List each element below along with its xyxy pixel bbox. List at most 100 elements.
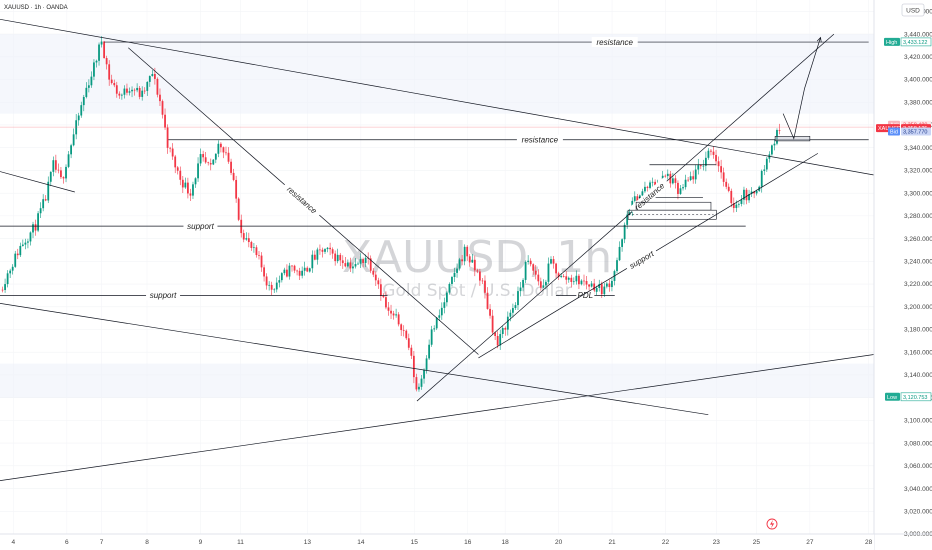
- candle-body: [583, 280, 585, 282]
- candle-body: [364, 257, 367, 263]
- candle-body: [385, 297, 387, 308]
- y-tick-label: 3,240.000: [904, 259, 932, 266]
- candle-body: [209, 163, 212, 165]
- candle-body: [161, 101, 164, 115]
- y-tick-label: 3,300.000: [904, 190, 932, 197]
- candle-body: [621, 239, 623, 247]
- projection-path[interactable]: [782, 37, 821, 140]
- y-tick-label: 3,220.000: [904, 281, 932, 288]
- candle-body: [166, 127, 169, 148]
- candle-body: [725, 181, 728, 187]
- candle-body: [778, 130, 781, 131]
- candle-body: [405, 330, 408, 339]
- candle-body: [410, 347, 413, 356]
- candle-body: [463, 246, 466, 262]
- trendline-1[interactable]: [0, 171, 75, 193]
- candle-body: [359, 259, 362, 264]
- low-label-tag-bg: [885, 392, 900, 401]
- candle-body: [532, 264, 535, 271]
- trendline-0[interactable]: [0, 18, 875, 176]
- price-axis[interactable]: 3,000.000 3,020.000 3,040.000 3,060.000 3,08…: [873, 0, 932, 550]
- x-tick-label: 13: [304, 539, 312, 546]
- bid-label-tag-text: Bid: [890, 130, 898, 136]
- candle-body: [765, 158, 768, 170]
- high-value-tag-bg: [901, 37, 931, 46]
- currency-button[interactable]: USD: [901, 3, 925, 17]
- candle-body: [420, 378, 423, 387]
- lightning-icon[interactable]: [766, 518, 778, 530]
- candle-body: [626, 214, 629, 225]
- candle-body: [504, 327, 507, 330]
- candle-body: [471, 259, 474, 263]
- candle-body: [227, 152, 230, 162]
- trendline-5[interactable]: [416, 33, 835, 402]
- candle-body: [52, 160, 55, 172]
- candle-body: [654, 181, 656, 186]
- candle-body: [443, 302, 446, 308]
- candle-body: [740, 199, 743, 204]
- candle-body: [204, 157, 207, 163]
- y-tick-label: 3,380.000: [904, 99, 932, 106]
- candle-body: [331, 249, 334, 254]
- candle-body: [387, 307, 390, 311]
- candle-body: [567, 277, 570, 280]
- y-tick-label: 3,180.000: [904, 327, 932, 334]
- candle-body: [517, 291, 519, 306]
- candle-body: [90, 76, 93, 86]
- candle-body: [334, 253, 337, 262]
- candle-body: [595, 287, 598, 292]
- candle-body: [153, 74, 156, 79]
- level-1-label: resistance: [516, 134, 563, 145]
- candle-body: [616, 260, 618, 272]
- level-0-label: resistance: [591, 37, 638, 48]
- candle-body: [618, 246, 621, 261]
- candle-body: [118, 93, 121, 96]
- candle-body: [692, 176, 695, 180]
- candle-body: [382, 296, 385, 298]
- zone-box-1[interactable]: [635, 201, 712, 211]
- candle-body: [278, 280, 281, 283]
- candle-body: [62, 177, 65, 179]
- candle-body: [148, 76, 151, 82]
- candle-body: [494, 332, 497, 336]
- candle-body: [27, 241, 29, 243]
- time-axis[interactable]: 4 6 7 8 9 11 13 14 15 16 18 20 21 22 23 25 27 28: [0, 533, 932, 550]
- y-tick-label: 3,080.000: [904, 440, 932, 447]
- level-2-label-bg: [183, 221, 218, 232]
- candle-body: [326, 247, 329, 250]
- candle-body: [712, 151, 715, 155]
- candle-body: [263, 267, 265, 277]
- candle-body: [247, 238, 250, 243]
- candle-body: [273, 289, 276, 291]
- candle-body: [689, 176, 692, 181]
- candle-body: [478, 271, 481, 281]
- candle-body: [468, 256, 471, 263]
- candle-body: [400, 324, 403, 331]
- zone-band-upper: [0, 34, 874, 114]
- candle-body: [674, 178, 677, 183]
- candle-body: [542, 285, 545, 288]
- candle-body: [250, 242, 253, 248]
- candle-body: [722, 172, 725, 182]
- candle-body: [346, 262, 349, 267]
- candle-body: [506, 316, 509, 330]
- level-1-label-bg: [516, 134, 563, 145]
- candle-body: [644, 186, 646, 192]
- candle-body: [374, 274, 377, 281]
- trendline-3[interactable]: [0, 354, 875, 481]
- candle-body: [664, 175, 667, 177]
- trendline-2[interactable]: [0, 303, 709, 416]
- trendline-5-label-bg: [628, 177, 671, 216]
- candle-body: [585, 280, 588, 285]
- candle-body: [214, 153, 217, 160]
- candle-body: [329, 247, 331, 250]
- candle-body: [19, 245, 22, 256]
- zone-box-2[interactable]: [774, 136, 811, 142]
- candle-body: [760, 170, 763, 187]
- candle-body: [308, 268, 311, 272]
- candle-body: [415, 377, 418, 390]
- candle-body: [496, 335, 499, 346]
- candle-body: [245, 238, 248, 240]
- candle-body: [258, 255, 260, 256]
